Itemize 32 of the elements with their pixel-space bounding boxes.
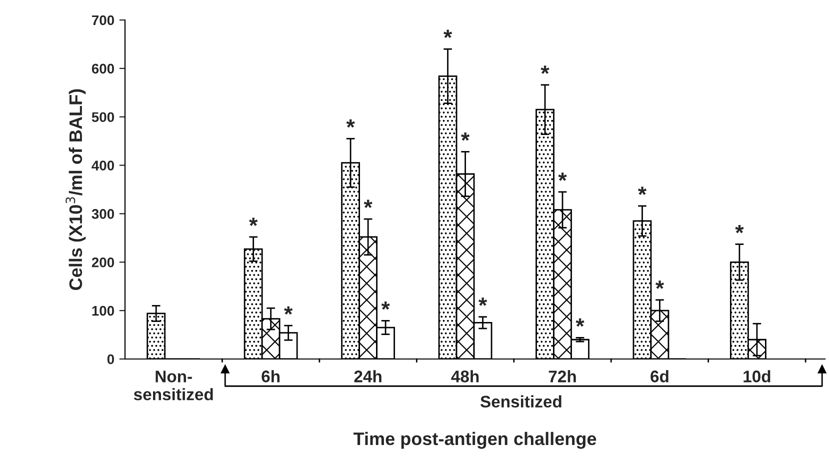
y-tick-label: 200: [92, 257, 114, 268]
x-tick-label: 48h: [451, 370, 479, 382]
data-label: *: [444, 30, 452, 38]
x-tick-label: 24h: [354, 370, 382, 382]
data-label: *: [284, 306, 293, 315]
data-label: *: [381, 301, 390, 310]
y-tick-label: 500: [92, 112, 114, 122]
data-label: *: [638, 186, 647, 195]
y-tick-label: 400: [92, 160, 114, 170]
y-tick-label: 0: [107, 354, 114, 364]
data-label: *: [364, 200, 372, 208]
text: Sensitized: [480, 395, 562, 408]
y-tick-label: 100: [92, 306, 114, 316]
y-axis-title: Cells (X10$^{3}$/ml of BALF): [66, 89, 86, 290]
x-tick-label: 72h: [548, 370, 576, 382]
y-tick-label: 300: [92, 209, 114, 219]
x-tick-label: Non- sensitized: [134, 370, 213, 400]
data-label: *: [655, 280, 664, 289]
data-label: *: [346, 119, 355, 128]
x-tick-label: 6d: [650, 370, 668, 382]
data-label: *: [558, 172, 567, 181]
data-label: *: [735, 224, 744, 234]
data-label: *: [478, 298, 488, 306]
y-tick-label: 700: [92, 15, 114, 26]
x-tick-label: 6h: [262, 370, 280, 382]
x-tick-label: 10d: [744, 370, 770, 382]
data-label: *: [576, 318, 584, 327]
data-label: *: [540, 66, 550, 74]
data-label: *: [461, 132, 470, 141]
x-axis-title: Time post-antigen challenge: [353, 432, 596, 449]
data-label: *: [249, 218, 258, 226]
y-tick-label: 600: [92, 64, 114, 74]
